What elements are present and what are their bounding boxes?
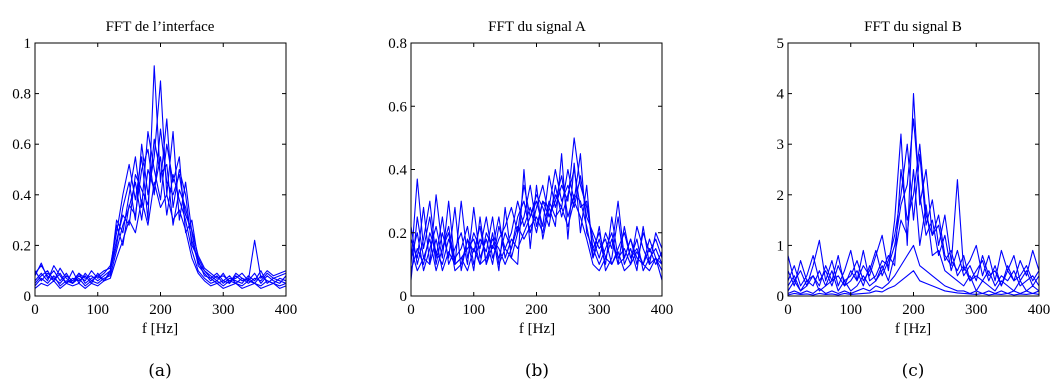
subplot-b-ytick-label: 0.4 [388, 163, 407, 179]
subplot-a-xtick-label: 300 [212, 302, 235, 318]
subplot-a-ytick-label: 0.6 [12, 137, 31, 153]
subplot-c-xtick-label: 0 [784, 302, 792, 318]
subplot-b-ytick-label: 0 [400, 289, 408, 305]
subplot-b-series-line-7 [410, 153, 663, 281]
subplot-b-xtick-label: 100 [463, 302, 486, 318]
subplot-b-series-line-4 [410, 175, 663, 265]
subplot-a-caption: (a) [148, 361, 171, 381]
subplot-a-ytick-label: 0.2 [12, 238, 31, 254]
subplot-c-caption: (c) [902, 361, 925, 381]
subplot-a-xtick-label: 400 [275, 302, 298, 318]
subplot-c-xlabel: f [Hz] [895, 321, 931, 337]
subplot-b-xlabel: f [Hz] [519, 321, 555, 337]
subplot-a-ytick-label: 1 [24, 36, 32, 52]
subplot-a-ytick-label: 0 [24, 289, 32, 305]
subplot-a-title: FFT de l’interface [106, 19, 215, 35]
subplot-b-ytick-label: 0.2 [388, 226, 407, 242]
subplot-c-xtick-label: 300 [965, 302, 988, 318]
subplot-a-ytick-label: 0.8 [12, 87, 31, 103]
subplot-c: FFT du signal B 0 100 200 300 400 0 1 2 3 4 5 f [H… [777, 19, 1051, 381]
subplot-a-series-line-5 [34, 138, 287, 284]
subplot-c-xtick-label: 100 [840, 302, 863, 318]
subplot-c-ytick-label: 3 [777, 137, 785, 153]
subplot-c-xtick-label: 200 [902, 302, 925, 318]
subplot-a-series-line-7 [34, 128, 287, 284]
subplot-a: FFT de l’interface 0 100 200 300 40000.20.40… [12, 19, 297, 381]
subplot-c-ytick-label: 5 [777, 36, 785, 52]
subplot-b-xtick-label: 300 [588, 302, 611, 318]
subplot-a-xtick-label: 200 [149, 302, 172, 318]
subplot-c-plot: 0 100 200 300 400 0 1 2 3 4 5 [777, 36, 1051, 318]
subplot-b-xtick-label: 0 [407, 302, 415, 318]
subplot-c-ytick-label: 4 [777, 87, 785, 103]
subplot-b-ytick-label: 0.8 [388, 36, 407, 52]
subplot-a-ytick-label: 0.4 [12, 188, 31, 204]
subplot-a-xtick-label: 100 [87, 302, 110, 318]
subplot-c-ytick-label: 1 [777, 238, 785, 254]
subplot-a-xlabel: f [Hz] [142, 321, 178, 337]
subplot-c-series-line-3 [787, 168, 1040, 292]
subplot-b-ytick-label: 0.6 [388, 99, 407, 115]
subplot-c-series-line-7 [787, 270, 1040, 296]
subplot-c-xtick-label: 400 [1028, 302, 1051, 318]
subplot-b-xtick-label: 200 [525, 302, 548, 318]
subplot-b-title: FFT du signal A [488, 19, 586, 35]
subplot-a-xtick-label: 0 [31, 302, 39, 318]
subplot-c-title: FFT du signal B [864, 19, 962, 35]
subplot-b-series-line-1 [410, 153, 663, 272]
subplot-b-xtick-label: 400 [651, 302, 674, 318]
subplot-b: FFT du signal A 0 100 200 300 40000.20.40.60… [388, 19, 673, 381]
subplot-c-series-line-6 [787, 143, 1040, 292]
subplot-c-series-line-2 [787, 143, 1040, 287]
subplot-a-series-line-6 [34, 181, 287, 289]
subplot-b-plot: 0 100 200 300 400 0 0.2 0.4 0.6 0.8 [388, 36, 673, 318]
subplot-b-series-line-3 [410, 168, 663, 272]
subplot-c-ytick-label: 0 [777, 289, 785, 305]
subplot-b-caption: (b) [525, 361, 549, 381]
subplot-c-series-line-5 [787, 244, 1040, 295]
subplot-a-plot: 0 100 200 300 400 0 0.2 0.4 0.6 0.8 1 [12, 36, 297, 318]
subplot-b-series-line-5 [410, 168, 663, 272]
subplot-c-series-line-4 [787, 118, 1040, 287]
subplot-c-ytick-label: 2 [777, 188, 785, 204]
